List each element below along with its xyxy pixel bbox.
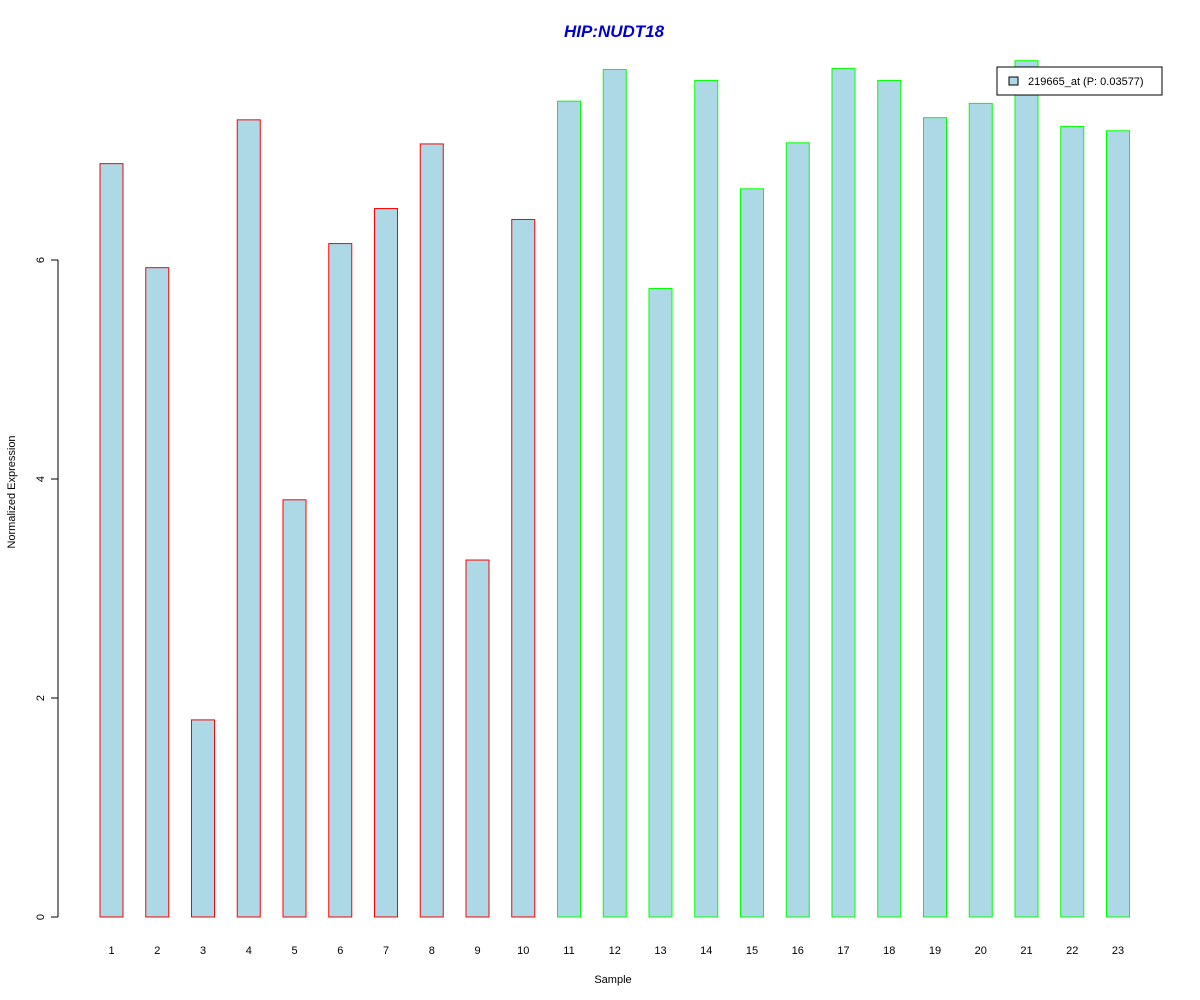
legend-box: [996, 66, 1163, 96]
bar-sample-23: [1106, 130, 1130, 918]
bar-sample-18: [877, 79, 902, 918]
x-tick-label: 1: [108, 945, 114, 957]
x-tick-label: 21: [1020, 945, 1032, 957]
bar-sample-3: [191, 719, 215, 918]
y-axis-label: Normalized Expression: [6, 435, 18, 548]
x-tick-label: 6: [337, 945, 343, 957]
x-tick-label: 8: [429, 945, 435, 957]
bar-sample-19: [923, 117, 947, 918]
bar-sample-11: [557, 100, 581, 918]
x-tick-label: 3: [200, 945, 206, 957]
bar-sample-9: [465, 559, 490, 918]
x-axis-label: Sample: [594, 974, 631, 986]
x-tick-label: 10: [517, 945, 529, 957]
y-tick-label: 0: [35, 914, 47, 920]
x-tick-label: 16: [792, 945, 804, 957]
bar-sample-14: [694, 79, 719, 918]
y-axis: 0 2 4 6: [35, 257, 59, 920]
x-tick-label: 14: [700, 945, 712, 957]
x-tick-label: 19: [929, 945, 941, 957]
x-tick-labels: 1 2 3 4 5 6 7 8 9 10 11 12 13 14 15 16 17 18 19 20 21 22 23: [108, 945, 1124, 957]
bar-sample-10: [511, 218, 536, 918]
bar-sample-13: [648, 287, 673, 918]
x-tick-label: 13: [654, 945, 666, 957]
x-tick-label: 18: [883, 945, 895, 957]
x-tick-label: 7: [383, 945, 389, 957]
bars: [99, 60, 1130, 918]
x-tick-label: 11: [563, 945, 574, 957]
bar-sample-8: [419, 143, 444, 918]
bar-sample-17: [831, 67, 856, 918]
x-tick-label: 15: [746, 945, 758, 957]
chart-title: HIP:NUDT18: [564, 22, 665, 41]
y-tick-label: 2: [35, 695, 47, 701]
bar-sample-15: [740, 188, 764, 918]
bar-sample-21: [1014, 60, 1039, 918]
x-tick-label: 20: [975, 945, 987, 957]
x-tick-label: 2: [154, 945, 160, 957]
legend: 219665_at (P: 0.03577): [996, 66, 1163, 96]
bar-sample-5: [282, 499, 307, 918]
bar-sample-16: [785, 142, 810, 918]
bar-sample-12: [602, 68, 627, 918]
y-tick-label: 6: [35, 257, 47, 263]
x-tick-label: 23: [1112, 945, 1124, 957]
x-tick-label: 4: [246, 945, 252, 957]
x-tick-label: 12: [609, 945, 621, 957]
x-tick-label: 17: [837, 945, 849, 957]
x-tick-label: 5: [291, 945, 297, 957]
bar-sample-2: [145, 267, 170, 918]
bar-sample-1: [99, 163, 124, 918]
legend-swatch: [1008, 76, 1019, 86]
x-tick-label: 22: [1066, 945, 1078, 957]
bar-sample-22: [1060, 125, 1085, 918]
y-tick-label: 4: [35, 476, 47, 482]
legend-label: 219665_at (P: 0.03577): [1028, 76, 1144, 88]
x-tick-label: 9: [474, 945, 480, 957]
bar-sample-7: [374, 208, 398, 918]
bar-sample-6: [328, 243, 353, 918]
bar-sample-4: [236, 119, 261, 918]
bar-sample-20: [968, 102, 993, 918]
